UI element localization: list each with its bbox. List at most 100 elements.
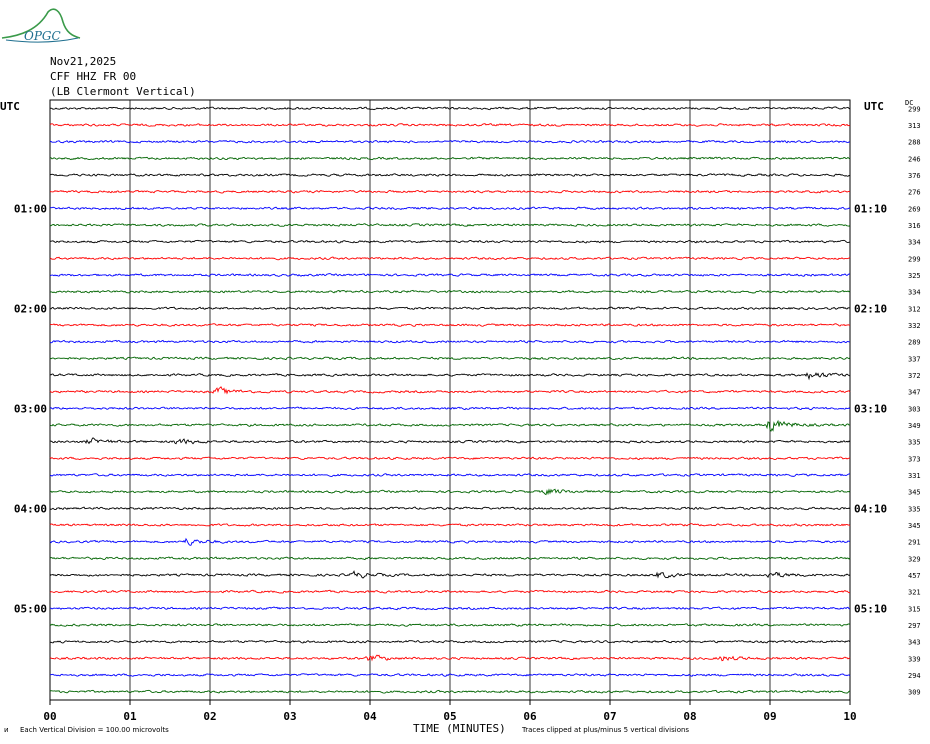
dc-offset-label: 294 [908, 672, 921, 680]
left-time-label: 05:00 [14, 602, 47, 615]
dc-offset-label: 269 [908, 205, 921, 213]
trace-line [49, 123, 851, 127]
trace-line [49, 372, 851, 381]
dc-offset-label: 315 [908, 605, 921, 613]
trace-line [49, 223, 851, 227]
header-date: Nov21,2025 [50, 55, 116, 68]
left-time-label: 04:00 [14, 502, 47, 515]
dc-offset-label: 335 [908, 439, 921, 447]
trace-line [49, 523, 851, 527]
trace-line [49, 589, 851, 594]
dc-offset-label: 299 [908, 255, 921, 263]
dc-offset-label: 345 [908, 522, 921, 530]
x-tick-label: 10 [843, 710, 856, 723]
trace-line [49, 273, 851, 277]
header-station: CFF HHZ FR 00 [50, 70, 136, 83]
scale-note: Each Vertical Division = 100.00 microvol… [20, 726, 169, 734]
trace-line [49, 156, 851, 161]
dc-offset-label: 246 [908, 155, 921, 163]
dc-offset-label: 299 [908, 105, 921, 113]
dc-offset-label: 376 [908, 172, 921, 180]
right-utc-label: UTC [864, 100, 884, 113]
dc-offset-label: 325 [908, 272, 921, 280]
x-tick-label: 03 [283, 710, 296, 723]
trace-line [49, 456, 851, 461]
scale-icon: ᴎ [4, 726, 9, 734]
dc-label: DC [905, 99, 913, 107]
clip-note: Traces clipped at plus/minus 5 vertical … [521, 726, 689, 734]
trace-line [49, 339, 851, 344]
dc-offset-label: 337 [908, 355, 921, 363]
trace-line [49, 570, 851, 579]
trace-line [49, 537, 851, 546]
x-tick-label: 05 [443, 710, 456, 723]
trace-line [49, 239, 851, 244]
trace-line [49, 506, 851, 511]
dc-offset-label: 335 [908, 505, 921, 513]
x-axis-ticks: 00 01 02 03 04 05 06 07 08 09 10 [43, 700, 857, 723]
dc-offset-label: 313 [908, 122, 921, 130]
dc-offset-label: 345 [908, 489, 921, 497]
dc-offset-label: 288 [908, 139, 921, 147]
dc-offset-label: 372 [908, 372, 921, 380]
dc-offset-label: 316 [908, 222, 921, 230]
dc-offset-label: 289 [908, 339, 921, 347]
trace-line [49, 623, 851, 627]
trace-line [49, 488, 851, 496]
left-utc-label: UTC [0, 100, 20, 113]
trace-line [49, 654, 851, 662]
left-time-labels: 01:00 02:00 03:00 04:00 05:00 [14, 202, 47, 615]
dc-offset-label: 457 [908, 572, 921, 580]
trace-line [49, 323, 851, 327]
trace-line [49, 306, 851, 311]
trace-line [49, 639, 851, 644]
dc-offset-label: 312 [908, 305, 921, 313]
trace-line [49, 256, 851, 261]
right-time-label: 01:10 [854, 202, 887, 215]
dc-offset-label: 331 [908, 472, 921, 480]
right-time-label: 05:10 [854, 602, 887, 615]
trace-line [49, 106, 851, 111]
left-time-label: 03:00 [14, 402, 47, 415]
right-time-label: 02:10 [854, 302, 887, 315]
trace-line [49, 406, 851, 411]
left-time-label: 01:00 [14, 202, 47, 215]
trace-line [49, 289, 851, 294]
dc-offset-label: 303 [908, 405, 921, 413]
x-tick-label: 00 [43, 710, 56, 723]
x-tick-label: 02 [203, 710, 216, 723]
x-tick-label: 04 [363, 710, 377, 723]
dc-offset-label: 321 [908, 589, 921, 597]
dc-offset-label: 309 [908, 689, 921, 697]
trace-line [49, 139, 851, 144]
logo-text: OPGC [24, 29, 61, 43]
trace-line [49, 673, 851, 677]
left-time-label: 02:00 [14, 302, 47, 315]
trace-line [49, 173, 851, 177]
dc-offset-label: 373 [908, 455, 921, 463]
trace-line [49, 556, 851, 561]
trace-line [49, 689, 851, 694]
trace-line [49, 437, 851, 445]
dc-offset-labels: 299 313 288 246 376 276 269 316 334 299 325 334 312 3… [908, 105, 921, 696]
trace-line [49, 206, 851, 211]
dc-offset-label: 343 [908, 639, 921, 647]
x-tick-label: 06 [523, 710, 537, 723]
plot-grid [49, 99, 851, 701]
header-location: (LB Clermont Vertical) [50, 85, 196, 98]
logo-swoosh-icon [5, 37, 79, 43]
right-time-label: 04:10 [854, 502, 887, 515]
right-time-label: 03:10 [854, 402, 887, 415]
trace-line [49, 606, 851, 611]
trace-line [49, 419, 851, 432]
logo-mountain-icon [1, 8, 81, 39]
x-tick-label: 07 [603, 710, 616, 723]
x-tick-label: 08 [683, 710, 696, 723]
dc-offset-label: 349 [908, 422, 921, 430]
dc-offset-label: 339 [908, 655, 921, 663]
dc-offset-label: 276 [908, 189, 921, 197]
x-tick-label: 09 [763, 710, 776, 723]
trace-line [49, 473, 851, 477]
dc-offset-label: 334 [908, 289, 921, 297]
